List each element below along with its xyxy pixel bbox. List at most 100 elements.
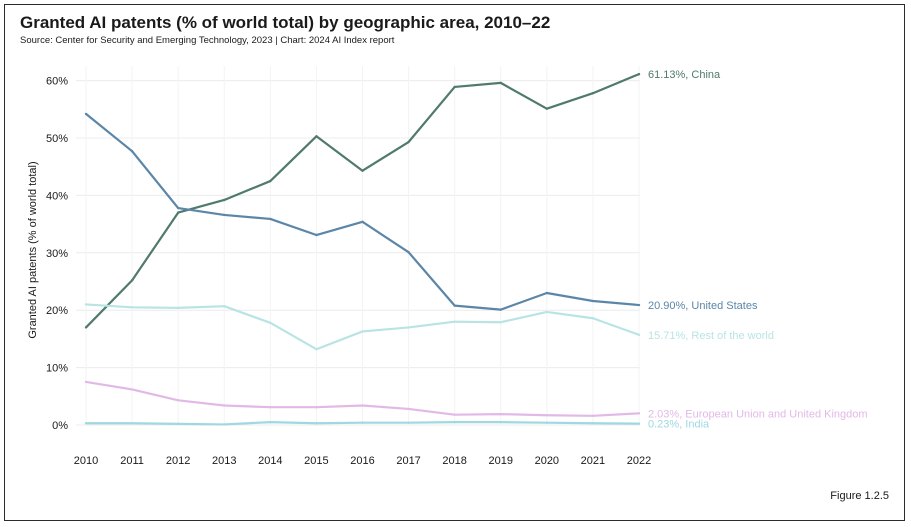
y-tick-label: 50% <box>46 133 68 145</box>
y-tick-label: 60% <box>46 76 68 88</box>
data-point <box>269 217 272 221</box>
data-point <box>361 421 364 424</box>
data-point <box>407 407 410 411</box>
data-point <box>453 420 456 424</box>
data-point <box>84 422 88 425</box>
data-point <box>176 206 180 210</box>
data-point <box>223 304 226 308</box>
x-tick-label: 2017 <box>396 455 420 467</box>
data-point <box>453 320 456 323</box>
data-point <box>637 422 641 425</box>
data-point <box>637 303 641 307</box>
x-tick-label: 2019 <box>489 455 513 467</box>
data-point <box>223 404 226 407</box>
data-point <box>499 420 502 424</box>
data-point <box>269 420 272 424</box>
data-point <box>591 317 595 320</box>
x-tick-label: 2022 <box>627 455 651 467</box>
data-point <box>84 112 88 116</box>
data-point <box>453 413 456 416</box>
data-point <box>499 81 502 85</box>
x-tick-label: 2018 <box>442 455 466 467</box>
series-end-labels: 61.13%, China 20.90%, United States 15.71%… <box>648 69 868 431</box>
data-point <box>591 299 595 303</box>
y-tick-label: 20% <box>46 305 68 317</box>
data-point <box>223 423 226 426</box>
data-point <box>591 92 595 95</box>
x-tick-label: 2014 <box>258 455 282 467</box>
data-point <box>545 421 549 424</box>
y-tick-label: 10% <box>46 363 68 375</box>
series-end-label: 61.13%, China <box>648 69 721 81</box>
chart-title: Granted AI patents (% of world total) by… <box>20 13 551 32</box>
data-point <box>361 169 364 172</box>
data-point <box>130 279 134 282</box>
data-point <box>130 422 134 425</box>
data-point <box>545 291 549 295</box>
data-point <box>223 213 226 217</box>
data-point <box>315 135 318 138</box>
data-point <box>315 422 318 425</box>
data-point <box>361 220 364 224</box>
data-point <box>591 422 595 425</box>
data-point <box>176 399 180 402</box>
data-point <box>176 306 180 310</box>
data-point <box>269 179 272 183</box>
data-point <box>223 198 226 202</box>
x-tick-label: 2010 <box>74 455 98 467</box>
data-point <box>269 406 272 409</box>
figure-label: Figure 1.2.5 <box>830 490 889 502</box>
data-point <box>499 308 502 311</box>
x-tick-label: 2012 <box>166 455 190 467</box>
data-point <box>315 233 318 237</box>
series-end-label: 15.71%, Rest of the world <box>648 330 774 342</box>
series-lines <box>84 72 641 426</box>
data-point <box>453 304 456 307</box>
data-point <box>637 412 641 415</box>
x-tick-label: 2016 <box>350 455 374 467</box>
data-point <box>499 412 502 416</box>
data-point <box>176 422 180 426</box>
chart-subtitle: Source: Center for Security and Emerging… <box>20 35 395 46</box>
data-point <box>499 321 502 324</box>
data-point <box>315 406 318 409</box>
data-point <box>361 404 364 407</box>
data-point <box>545 107 549 110</box>
data-point <box>176 211 180 214</box>
data-point <box>545 414 549 417</box>
data-point <box>130 150 134 153</box>
data-point <box>407 326 410 329</box>
y-tick-label: 40% <box>46 190 68 202</box>
data-point <box>591 414 595 418</box>
data-point <box>269 321 272 325</box>
data-point <box>84 326 88 329</box>
data-point <box>407 251 410 254</box>
x-axis-ticks: 2010 2011 2012 2013 2014 2015 2016 2017 2018 2019… <box>74 455 651 467</box>
data-point <box>637 72 641 76</box>
y-axis-label: Granted AI patents (% of world total) <box>27 161 39 338</box>
data-point <box>453 85 456 89</box>
series-end-label: 0.23%, India <box>648 419 710 431</box>
y-axis-ticks: 0% 10% 20% 30% 40% 50% 60% <box>46 76 68 432</box>
data-point <box>84 303 88 306</box>
data-point <box>407 140 410 144</box>
x-tick-label: 2013 <box>212 455 236 467</box>
data-point <box>361 330 364 333</box>
x-tick-label: 2021 <box>581 455 605 467</box>
data-point <box>84 380 88 384</box>
data-point <box>407 421 410 424</box>
x-tick-label: 2011 <box>120 455 144 467</box>
series-end-label: 20.90%, United States <box>648 300 758 312</box>
gridlines <box>76 66 640 426</box>
data-point <box>315 348 318 351</box>
series-end-label: 2.03%, European Union and United Kingdom <box>648 408 868 420</box>
data-point <box>637 333 641 337</box>
data-point <box>130 306 134 309</box>
x-tick-label: 2015 <box>304 455 328 467</box>
y-tick-label: 0% <box>52 420 68 432</box>
x-tick-label: 2020 <box>535 455 559 467</box>
y-tick-label: 30% <box>46 248 68 260</box>
data-point <box>130 388 134 391</box>
data-point <box>545 310 549 314</box>
